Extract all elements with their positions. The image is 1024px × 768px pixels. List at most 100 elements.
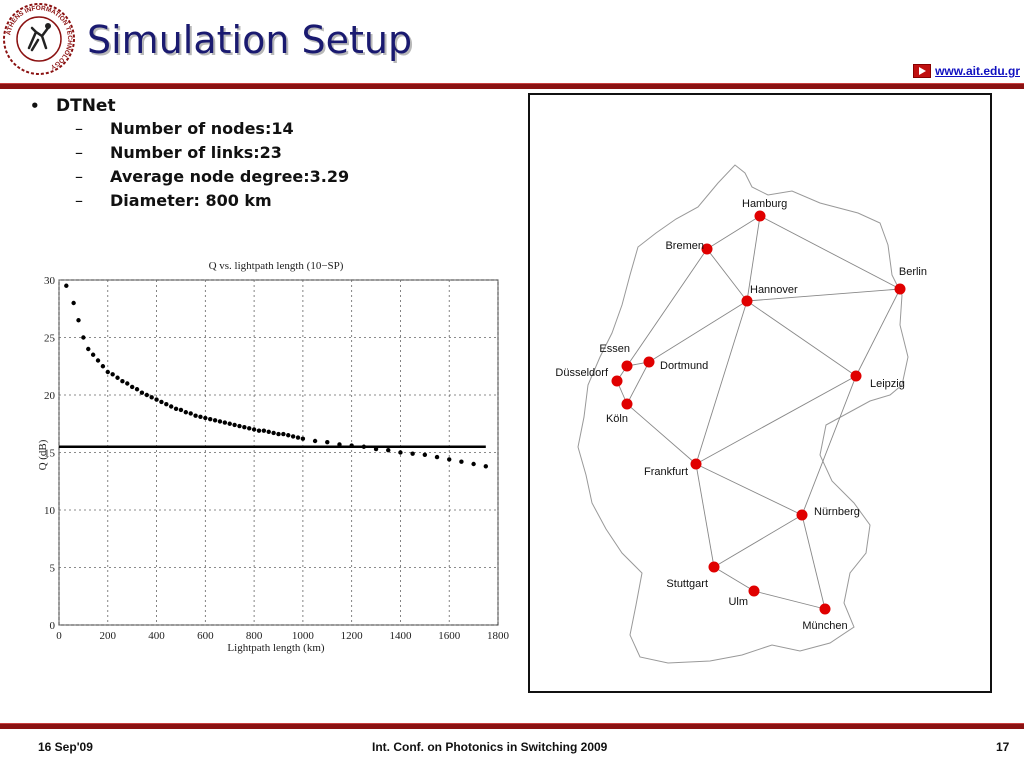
footer-rule [0,723,1024,729]
network-link [759,215,901,290]
scatter-point [434,454,440,460]
x-tick-label: 600 [197,630,214,642]
node-label: Bremen [665,240,704,252]
scatter-point [110,372,115,377]
x-tick-label: 1000 [292,630,315,642]
network-link [648,300,748,363]
network-link [706,248,748,302]
scatter-point [81,335,86,340]
scatter-point [95,358,101,363]
sub-bullet-label: Number of nodes:14 [110,118,294,138]
scatter-point [208,416,213,422]
x-tick-label: 200 [100,630,117,642]
header-rule [0,83,1024,89]
dash-icon: – [75,190,83,210]
scatter-point [232,422,237,428]
network-node [621,398,633,410]
germany-network-map: Hamburg Bremen Berlin Hannover Essen Düsseldo… [528,93,992,693]
scatter-point [222,420,228,425]
scatter-point [64,283,69,288]
node-label: Hamburg [742,198,787,210]
scatter-point [212,418,218,423]
node-label: Frankfurt [644,466,688,478]
network-link [855,288,901,377]
footer-conference: Int. Conf. on Photonics in Switching 200… [372,740,608,754]
map-labels: Hamburg Bremen Berlin Hannover Essen Düsseldo… [555,198,927,632]
scatter-point [286,433,291,438]
scatter-point [76,318,81,323]
y-tick-label: 25 [44,333,56,345]
scatter-point [261,428,267,433]
network-node [894,283,906,295]
map-canvas: Hamburg Bremen Berlin Hannover Essen Düsseldo… [555,164,927,664]
y-tick-label: 30 [44,275,56,287]
ait-logo: ATHENS INFORMATION TECHNOLOGY [3,3,75,75]
network-node [643,356,655,368]
scatter-point [125,381,130,386]
scatter-point [193,413,198,418]
sub-bullet: – Diameter: 800 km [75,188,349,212]
sub-bullet-label: Diameter: 800 km [110,190,272,210]
x-axis-label: Lightpath length (km) [227,642,324,654]
scatter-point [100,364,106,369]
network-node [708,561,720,573]
node-label: Köln [606,413,628,425]
scatter-point [300,436,306,441]
x-tick-label: 400 [148,630,165,642]
bullet-main: • DTNet [30,96,349,116]
y-axis-label: Q (dB) [37,439,49,470]
play-icon [913,64,932,78]
scatter-point [312,438,318,444]
url-link[interactable]: www.ait.edu.gr [913,64,1020,78]
node-label: Ulm [728,596,748,608]
network-node [850,370,862,382]
footer-date: 16 Sep'09 [38,740,93,754]
scatter-point [459,459,464,464]
network-node [741,295,753,307]
y-tick-label: 15 [44,448,56,460]
network-link [626,248,708,367]
scatter-point [281,431,286,437]
network-link [801,514,826,610]
node-label: Nürnberg [814,506,860,518]
scatter-point [398,450,403,455]
scatter-point [422,452,428,457]
scatter-point [188,411,193,416]
network-node [796,509,808,521]
dash-icon: – [75,166,83,186]
network-link [626,403,697,465]
scatter-point [266,429,271,434]
url-text[interactable]: www.ait.edu.gr [935,64,1020,78]
scatter-point [447,457,452,462]
footer-page-number: 17 [996,740,1010,754]
scatter-point [386,448,391,453]
y-tick-label: 20 [44,390,56,402]
scatter-point [183,410,189,415]
network-link [695,463,715,568]
bullet-list: • DTNet – Number of nodes:14 – Number of l… [30,96,349,212]
scatter-point [86,346,91,352]
y-tick-label: 10 [44,505,56,517]
network-node [611,375,623,387]
scatter-point [120,379,125,384]
scatter-point [471,461,476,467]
sub-bullet: – Number of links:23 [75,140,349,164]
scatter-point [251,427,257,432]
x-tick-label: 800 [246,630,263,642]
y-tick-label: 5 [50,563,56,575]
network-link [801,375,857,516]
scatter-point [203,415,208,421]
scatter-point [115,375,120,380]
scatter-point [139,390,145,395]
network-node [690,458,702,470]
germany-outline [577,164,909,664]
scatter-point [256,428,262,433]
scatter-point [198,414,203,420]
x-tick-label: 1800 [487,630,510,642]
sub-bullet: – Average node degree:3.29 [75,164,349,188]
scatter-point [483,464,489,469]
scatter-point [271,430,276,436]
sub-bullet: – Number of nodes:14 [75,116,349,140]
scatter-point [173,406,179,411]
scatter-point [227,421,232,426]
